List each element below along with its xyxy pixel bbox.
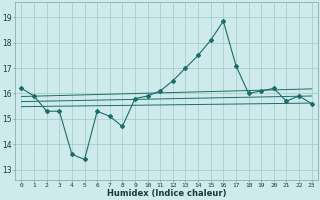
X-axis label: Humidex (Indice chaleur): Humidex (Indice chaleur)	[107, 189, 226, 198]
